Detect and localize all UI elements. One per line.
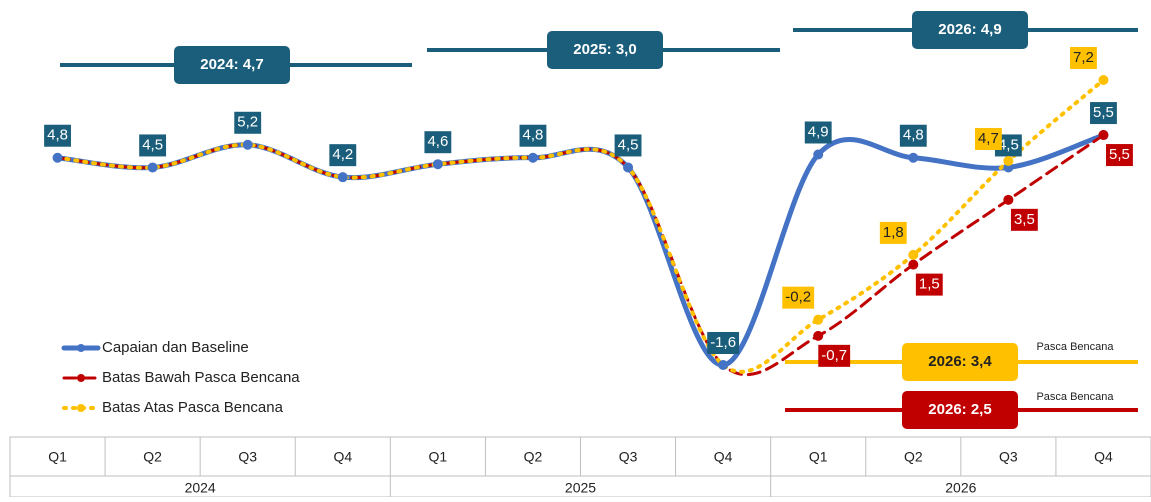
- point: [53, 153, 63, 163]
- point: [1098, 75, 1108, 85]
- legend-label: Batas Atas Pasca Bencana: [102, 399, 284, 416]
- point: [908, 250, 918, 260]
- year-label: 2026: [945, 480, 976, 496]
- point: [433, 159, 443, 169]
- data-label-text: 4,9: [808, 123, 829, 140]
- x-tick-label: Q4: [714, 449, 733, 465]
- x-tick-label: Q2: [524, 449, 543, 465]
- annotation-text: 2026: 2,5: [928, 401, 991, 418]
- data-label-text: 1,8: [883, 224, 904, 241]
- data-label-text: 4,5: [142, 136, 163, 153]
- data-label-text: -0,7: [821, 347, 847, 364]
- point: [718, 360, 728, 370]
- data-label: -1,6: [707, 332, 739, 354]
- x-tick-label: Q3: [999, 449, 1018, 465]
- annotation-text: 2026: 4,9: [938, 21, 1001, 38]
- data-label: 5,5: [1090, 102, 1117, 124]
- legend-marker: [77, 344, 85, 352]
- x-tick-label: Q2: [904, 449, 923, 465]
- x-tick-label: Q2: [143, 449, 162, 465]
- data-label: 4,6: [424, 131, 451, 153]
- point: [338, 172, 348, 182]
- annotation-text: 2024: 4,7: [200, 56, 263, 73]
- data-label-text: 3,5: [1014, 211, 1035, 228]
- point: [623, 162, 633, 172]
- point: [1098, 130, 1108, 140]
- annotation-text: 2025: 3,0: [573, 41, 636, 58]
- annotation-note: Pasca Bencana: [1036, 391, 1114, 403]
- data-label: -0,7: [818, 345, 850, 367]
- legend-label: Capaian dan Baseline: [102, 339, 249, 356]
- x-tick-label: Q4: [1094, 449, 1113, 465]
- year-label: 2024: [185, 480, 216, 496]
- point: [908, 260, 918, 270]
- legend-marker: [77, 404, 85, 412]
- data-label: 4,8: [44, 125, 71, 147]
- data-label: 5,5: [1106, 144, 1133, 166]
- data-label: 3,5: [1011, 209, 1038, 231]
- data-label-text: 4,8: [47, 127, 68, 144]
- x-tick-label: Q1: [48, 449, 67, 465]
- data-label-text: 5,5: [1109, 146, 1130, 163]
- annotation-text: 2026: 3,4: [928, 353, 992, 370]
- data-label-text: 5,2: [237, 114, 258, 131]
- data-label: 4,8: [520, 125, 547, 147]
- data-label: 4,5: [139, 134, 166, 156]
- page: {"chart_data": {"type": "line", "categor…: [0, 0, 1151, 502]
- point: [813, 315, 823, 325]
- data-label: 4,8: [900, 125, 927, 147]
- x-tick-label: Q1: [809, 449, 828, 465]
- point: [148, 162, 158, 172]
- point: [243, 140, 253, 150]
- x-tick-label: Q4: [333, 449, 352, 465]
- legend-label: Batas Bawah Pasca Bencana: [102, 369, 300, 386]
- data-label-text: 1,5: [919, 276, 940, 293]
- point: [1003, 195, 1013, 205]
- data-label: 4,2: [329, 144, 356, 166]
- data-label-text: 4,7: [978, 130, 999, 147]
- data-label-text: 4,5: [618, 136, 639, 153]
- point: [813, 331, 823, 341]
- data-label: 1,5: [916, 274, 943, 296]
- data-label-text: 4,6: [427, 133, 448, 150]
- data-label-text: 5,5: [1093, 104, 1114, 121]
- x-tick-label: Q3: [238, 449, 257, 465]
- x-tick-label: Q1: [429, 449, 448, 465]
- point: [813, 149, 823, 159]
- data-label: 1,8: [880, 222, 907, 244]
- legend-marker: [77, 374, 85, 382]
- data-label: 5,2: [234, 112, 261, 134]
- data-label-text: 7,2: [1073, 49, 1094, 66]
- annotation-note: Pasca Bencana: [1036, 341, 1114, 353]
- data-label: -0,2: [782, 287, 814, 309]
- data-label-text: 4,2: [332, 146, 353, 163]
- data-label: 4,7: [975, 128, 1002, 150]
- data-label: 4,9: [805, 121, 832, 143]
- data-label: 4,5: [615, 134, 642, 156]
- point: [908, 153, 918, 163]
- data-label-text: -1,6: [710, 334, 736, 351]
- data-label-text: -0,2: [785, 289, 811, 306]
- chart: Q1 Q2 Q3 Q4 Q1 Q2 Q3 Q4 Q1 Q2 Q3 Q4 2024 2025 2026 2024…: [0, 0, 1151, 497]
- data-label-text: 4,8: [523, 127, 544, 144]
- point: [528, 153, 538, 163]
- data-label-text: 4,8: [903, 127, 924, 144]
- point: [1003, 156, 1013, 166]
- x-tick-label: Q3: [619, 449, 638, 465]
- data-label: 7,2: [1070, 47, 1097, 69]
- year-label: 2025: [565, 480, 596, 496]
